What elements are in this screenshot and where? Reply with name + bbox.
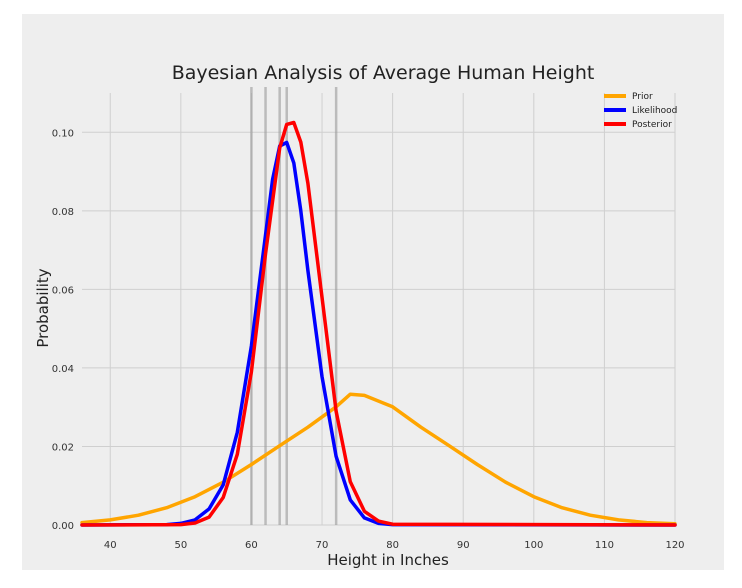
- series-line-likelihood: [80, 140, 677, 527]
- x-tick-label: 70: [316, 540, 329, 551]
- y-tick-label: 0.06: [52, 285, 74, 296]
- y-axis-label: Probability: [34, 268, 52, 347]
- legend-label: Posterior: [632, 120, 672, 130]
- y-tick-labels: 0.00 0.02 0.04 0.06 0.08 0.10: [52, 128, 74, 532]
- x-tick-label: 40: [104, 540, 117, 551]
- series-line-posterior: [80, 120, 677, 527]
- y-tick-label: 0.00: [52, 521, 74, 532]
- x-tick-labels: 40 50 60 70 80 90 100 110 120: [104, 540, 685, 551]
- legend: Prior Likelihood Posterior: [604, 92, 677, 130]
- y-tick-label: 0.02: [52, 442, 74, 453]
- series-lines: [80, 120, 677, 527]
- chart-title: Bayesian Analysis of Average Human Heigh…: [172, 62, 595, 84]
- y-tick-label: 0.04: [52, 364, 74, 375]
- x-tick-label: 50: [174, 540, 187, 551]
- legend-label: Prior: [632, 92, 653, 102]
- y-tick-label: 0.10: [52, 128, 74, 139]
- x-tick-label: 80: [386, 540, 399, 551]
- series-line-prior: [80, 392, 677, 526]
- x-tick-label: 110: [595, 540, 614, 551]
- x-tick-label: 60: [245, 540, 258, 551]
- plot-area: [82, 93, 675, 525]
- x-tick-label: 120: [665, 540, 684, 551]
- x-axis-label: Height in Inches: [327, 551, 449, 569]
- y-tick-label: 0.08: [52, 207, 74, 218]
- legend-label: Likelihood: [632, 106, 677, 116]
- x-tick-label: 100: [524, 540, 543, 551]
- x-tick-label: 90: [457, 540, 470, 551]
